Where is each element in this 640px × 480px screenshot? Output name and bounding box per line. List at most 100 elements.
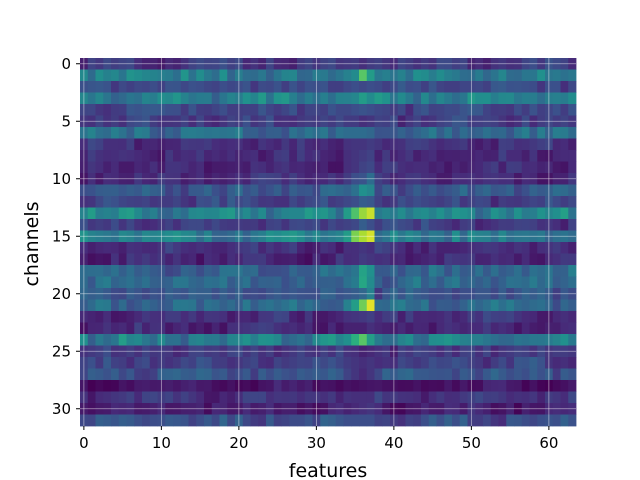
- heatmap-cell: [452, 92, 461, 105]
- heatmap-cell: [165, 207, 174, 220]
- heatmap-cell: [475, 299, 484, 312]
- heatmap-cell: [421, 253, 430, 266]
- heatmap-cell: [211, 81, 220, 93]
- heatmap-cell: [126, 219, 135, 231]
- heatmap-cell: [405, 391, 414, 404]
- heatmap-cell: [196, 161, 205, 174]
- heatmap-cell: [405, 207, 414, 220]
- heatmap-cell: [444, 207, 453, 220]
- heatmap-cell: [273, 104, 282, 116]
- heatmap-cell: [421, 276, 430, 289]
- heatmap-cell: [297, 81, 306, 93]
- heatmap-cell: [211, 161, 220, 174]
- heatmap-cell: [568, 104, 577, 116]
- heatmap-cell: [126, 322, 135, 335]
- heatmap-cell: [134, 299, 143, 312]
- heatmap-cell: [537, 414, 546, 427]
- heatmap-cell: [343, 357, 352, 369]
- heatmap-cell: [452, 253, 461, 266]
- heatmap-cell: [242, 242, 251, 254]
- heatmap-cell: [537, 368, 546, 381]
- heatmap-cell: [475, 81, 484, 93]
- heatmap-cell: [444, 368, 453, 381]
- heatmap-cell: [552, 414, 561, 427]
- heatmap-cell: [483, 311, 492, 323]
- heatmap-cell: [134, 104, 143, 116]
- heatmap-cell: [258, 219, 267, 231]
- heatmap-cell: [87, 127, 96, 139]
- heatmap-cell: [506, 127, 515, 139]
- heatmap-cell: [436, 334, 445, 346]
- heatmap-cell: [452, 138, 461, 151]
- heatmap-cell: [111, 334, 120, 346]
- heatmap-cell: [436, 357, 445, 369]
- heatmap-cell: [165, 69, 174, 82]
- heatmap-cell: [196, 242, 205, 254]
- heatmap-cell: [452, 391, 461, 404]
- heatmap-cell: [304, 138, 313, 151]
- heatmap-cell: [343, 265, 352, 277]
- heatmap-cell: [343, 322, 352, 335]
- heatmap-cell: [483, 69, 492, 82]
- heatmap-cell: [258, 127, 267, 139]
- heatmap-cell: [328, 391, 337, 404]
- heatmap-cell: [428, 322, 437, 335]
- y-tick-label: 25: [52, 342, 71, 360]
- heatmap-cell: [413, 161, 422, 174]
- heatmap-cell: [227, 334, 236, 346]
- heatmap-cell: [149, 196, 158, 208]
- heatmap-cell: [351, 81, 360, 93]
- heatmap-cell: [521, 299, 530, 312]
- heatmap-cell: [428, 219, 437, 231]
- heatmap-cell: [483, 127, 492, 139]
- heatmap-cell: [142, 161, 151, 174]
- heatmap-cell: [405, 161, 414, 174]
- heatmap-cell: [103, 265, 112, 277]
- heatmap-cell: [382, 380, 391, 392]
- heatmap-cell: [196, 368, 205, 381]
- heatmap-cell: [351, 127, 360, 139]
- heatmap-cell: [87, 265, 96, 277]
- heatmap-cell: [529, 127, 538, 139]
- heatmap-cell: [87, 184, 96, 197]
- heatmap-cell: [188, 138, 197, 151]
- heatmap-cell: [227, 414, 236, 427]
- heatmap-cell: [250, 380, 259, 392]
- heatmap-cell: [304, 196, 313, 208]
- y-tick-label: 30: [52, 400, 71, 418]
- heatmap-cell: [227, 253, 236, 266]
- heatmap-cell: [328, 368, 337, 381]
- heatmap-cell: [552, 104, 561, 116]
- heatmap-cell: [514, 242, 523, 254]
- heatmap-cell: [397, 104, 406, 116]
- heatmap-cell: [529, 265, 538, 277]
- heatmap-cell: [188, 184, 197, 197]
- heatmap-cell: [211, 276, 220, 289]
- heatmap-cell: [219, 138, 228, 151]
- heatmap-cell: [281, 391, 290, 404]
- heatmap-cell: [405, 184, 414, 197]
- heatmap-cell: [266, 414, 275, 427]
- heatmap-cell: [173, 357, 182, 369]
- heatmap-cell: [475, 322, 484, 335]
- heatmap-cell: [320, 357, 329, 369]
- heatmap-cell: [142, 138, 151, 151]
- heatmap-cell: [436, 311, 445, 323]
- heatmap-cell: [413, 127, 422, 139]
- heatmap-cell: [204, 127, 213, 139]
- heatmap-cell: [250, 161, 259, 174]
- heatmap-cell: [405, 276, 414, 289]
- heatmap-cell: [483, 322, 492, 335]
- heatmap-cell: [111, 276, 120, 289]
- heatmap-cell: [490, 414, 499, 427]
- heatmap-cell: [405, 104, 414, 116]
- heatmap-cell: [343, 414, 352, 427]
- heatmap-cell: [506, 138, 515, 151]
- heatmap-cell: [560, 368, 569, 381]
- heatmap-cell: [196, 276, 205, 289]
- heatmap-cell: [537, 150, 546, 162]
- heatmap-cell: [95, 311, 104, 323]
- heatmap-cell: [459, 368, 468, 381]
- heatmap-cell: [266, 253, 275, 266]
- heatmap-cell: [483, 242, 492, 254]
